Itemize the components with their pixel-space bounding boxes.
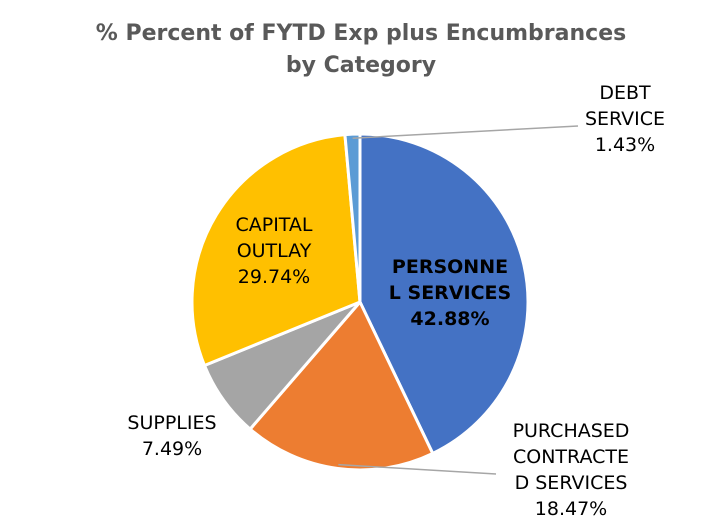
chart-title-line-2: by Category [285, 53, 437, 78]
data-label-purchased-contracted-services: PURCHASED CONTRACTE D SERVICES 18.47% [512, 420, 630, 520]
data-label-capital-outlay: CAPITAL OUTLAY 29.74% [235, 214, 313, 288]
chart-title-line-1: % Percent of FYTD Exp plus Encumbrances [95, 21, 627, 46]
pie-slice-debt-service [343, 132, 362, 304]
pie-slice-personnel-services [358, 132, 530, 455]
pie-slices [190, 132, 530, 472]
data-label-supplies: SUPPLIES 7.49% [127, 412, 217, 460]
pie-slice-capital-outlay [190, 133, 362, 367]
data-label-personnel-services: PERSONNE L SERVICES 42.88% [388, 256, 512, 330]
leader-lines [338, 125, 579, 475]
chart-title: % Percent of FYTD Exp plus Encumbrances … [0, 18, 722, 82]
data-label-debt-service: DEBT SERVICE 1.43% [584, 82, 666, 156]
leader-line-purchased-contracted-services [338, 463, 497, 475]
pie-slice-purchased-contracted-services [248, 300, 435, 472]
leader-line-debt-service [352, 125, 579, 139]
